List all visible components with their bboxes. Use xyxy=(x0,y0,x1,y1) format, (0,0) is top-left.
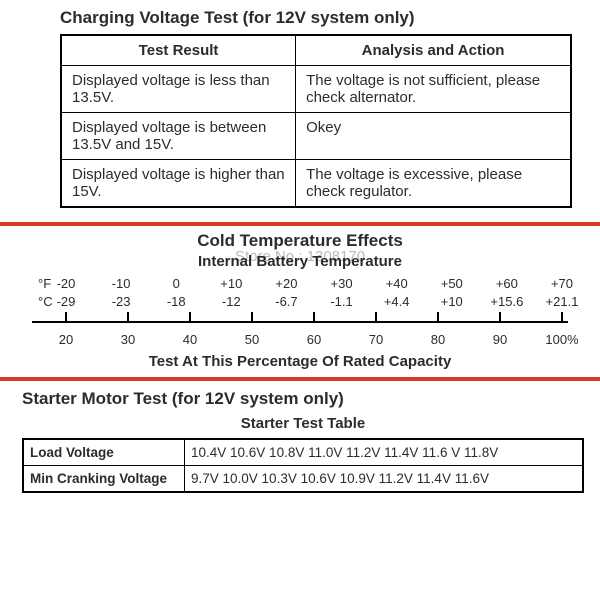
svg-text:20: 20 xyxy=(59,332,73,347)
svg-text:+4.4: +4.4 xyxy=(384,294,410,309)
table-row: Min Cranking Voltage9.7V 10.0V 10.3V 10.… xyxy=(23,466,583,493)
svg-text:+10: +10 xyxy=(441,294,463,309)
table-row: Displayed voltage is less than 13.5V. Th… xyxy=(61,66,571,113)
starter-motor-section: Starter Motor Test (for 12V system only)… xyxy=(0,381,600,493)
starter-subtitle: Starter Test Table xyxy=(22,415,584,432)
svg-text:90: 90 xyxy=(493,332,507,347)
col-header-result: Test Result xyxy=(61,35,296,66)
svg-text:80: 80 xyxy=(431,332,445,347)
row-label: Load Voltage xyxy=(23,439,185,466)
svg-text:+10: +10 xyxy=(220,276,242,291)
row-values: 9.7V 10.0V 10.3V 10.6V 10.9V 11.2V 11.4V… xyxy=(185,466,584,493)
svg-text:°F: °F xyxy=(38,276,51,291)
svg-text:+15.6: +15.6 xyxy=(490,294,523,309)
cell-action: The voltage is excessive, please check r… xyxy=(296,160,571,208)
svg-text:Internal Battery Temperature: Internal Battery Temperature xyxy=(198,253,402,270)
svg-text:+50: +50 xyxy=(441,276,463,291)
svg-text:-29: -29 xyxy=(57,294,76,309)
cold-temp-chart: Cold Temperature Effects Internal Battery… xyxy=(22,226,578,372)
cell-result: Displayed voltage is higher than 15V. xyxy=(61,160,296,208)
charging-table: Test Result Analysis and Action Displaye… xyxy=(60,34,572,208)
table-row: Displayed voltage is between 13.5V and 1… xyxy=(61,113,571,160)
svg-text:+60: +60 xyxy=(496,276,518,291)
table-row: Displayed voltage is higher than 15V. Th… xyxy=(61,160,571,208)
row-label: Min Cranking Voltage xyxy=(23,466,185,493)
col-header-action: Analysis and Action xyxy=(296,35,571,66)
svg-text:Test At This Percentage Of Rat: Test At This Percentage Of Rated Capacit… xyxy=(149,353,452,370)
cell-action: The voltage is not sufficient, please ch… xyxy=(296,66,571,113)
svg-text:-18: -18 xyxy=(167,294,186,309)
charging-voltage-section: Charging Voltage Test (for 12V system on… xyxy=(0,0,600,222)
svg-text:+40: +40 xyxy=(386,276,408,291)
svg-text:-10: -10 xyxy=(112,276,131,291)
svg-text:-12: -12 xyxy=(222,294,241,309)
svg-text:+20: +20 xyxy=(275,276,297,291)
svg-text:60: 60 xyxy=(307,332,321,347)
svg-text:30: 30 xyxy=(121,332,135,347)
svg-text:-20: -20 xyxy=(57,276,76,291)
table-header-row: Test Result Analysis and Action xyxy=(61,35,571,66)
svg-text:Cold Temperature Effects: Cold Temperature Effects xyxy=(197,231,403,250)
cell-result: Displayed voltage is between 13.5V and 1… xyxy=(61,113,296,160)
table-row: Load Voltage10.4V 10.6V 10.8V 11.0V 11.2… xyxy=(23,439,583,466)
svg-text:-23: -23 xyxy=(112,294,131,309)
cell-action: Okey xyxy=(296,113,571,160)
starter-table: Load Voltage10.4V 10.6V 10.8V 11.0V 11.2… xyxy=(22,438,584,493)
charging-title: Charging Voltage Test (for 12V system on… xyxy=(60,8,572,28)
svg-text:-1.1: -1.1 xyxy=(330,294,352,309)
starter-title: Starter Motor Test (for 12V system only) xyxy=(22,389,584,409)
svg-text:+21.1: +21.1 xyxy=(546,294,578,309)
row-values: 10.4V 10.6V 10.8V 11.0V 11.2V 11.4V 11.6… xyxy=(185,439,584,466)
svg-text:0: 0 xyxy=(173,276,180,291)
svg-text:40: 40 xyxy=(183,332,197,347)
cold-temperature-section: Store No.: 1308170 Cold Temperature Effe… xyxy=(0,226,600,377)
svg-text:+70: +70 xyxy=(551,276,573,291)
svg-text:+30: +30 xyxy=(331,276,353,291)
svg-text:50: 50 xyxy=(245,332,259,347)
svg-text:100%: 100% xyxy=(545,332,578,347)
svg-text:°C: °C xyxy=(38,294,53,309)
svg-text:70: 70 xyxy=(369,332,383,347)
cell-result: Displayed voltage is less than 13.5V. xyxy=(61,66,296,113)
svg-text:-6.7: -6.7 xyxy=(275,294,297,309)
